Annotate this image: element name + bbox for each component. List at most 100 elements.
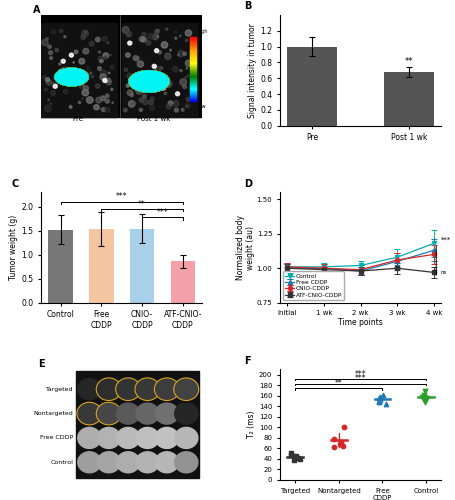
Bar bbox=[190, 67, 196, 68]
Ellipse shape bbox=[124, 68, 127, 71]
Ellipse shape bbox=[116, 378, 140, 400]
Text: ***: *** bbox=[116, 192, 127, 202]
Ellipse shape bbox=[55, 68, 88, 86]
Text: ns: ns bbox=[440, 270, 447, 275]
Point bbox=[293, 452, 300, 460]
Ellipse shape bbox=[180, 70, 182, 71]
Bar bbox=[190, 86, 196, 88]
Ellipse shape bbox=[55, 68, 88, 86]
Text: Low: Low bbox=[197, 104, 207, 108]
Ellipse shape bbox=[187, 75, 189, 76]
Ellipse shape bbox=[97, 403, 121, 424]
Ellipse shape bbox=[183, 85, 187, 88]
Ellipse shape bbox=[129, 71, 169, 92]
Ellipse shape bbox=[136, 88, 142, 94]
Ellipse shape bbox=[106, 94, 109, 98]
Ellipse shape bbox=[155, 68, 157, 70]
Ellipse shape bbox=[176, 92, 180, 96]
Bar bbox=[190, 62, 196, 63]
Bar bbox=[190, 37, 196, 38]
Ellipse shape bbox=[165, 53, 171, 60]
Ellipse shape bbox=[159, 81, 161, 82]
Ellipse shape bbox=[128, 100, 135, 107]
Ellipse shape bbox=[111, 88, 113, 90]
Ellipse shape bbox=[105, 72, 108, 76]
Ellipse shape bbox=[51, 90, 56, 96]
Ellipse shape bbox=[149, 72, 152, 74]
Ellipse shape bbox=[56, 68, 88, 86]
Ellipse shape bbox=[139, 108, 142, 112]
Text: ***: *** bbox=[440, 236, 451, 242]
Ellipse shape bbox=[136, 452, 159, 473]
Ellipse shape bbox=[49, 50, 53, 54]
Ellipse shape bbox=[60, 30, 63, 32]
Ellipse shape bbox=[96, 38, 100, 42]
Ellipse shape bbox=[63, 90, 68, 94]
Text: A: A bbox=[33, 5, 40, 15]
Ellipse shape bbox=[181, 108, 184, 111]
Ellipse shape bbox=[127, 73, 132, 78]
Ellipse shape bbox=[129, 71, 169, 92]
Ellipse shape bbox=[105, 99, 109, 103]
Bar bbox=[190, 51, 196, 52]
Ellipse shape bbox=[55, 68, 88, 86]
Ellipse shape bbox=[136, 428, 159, 448]
Bar bbox=[190, 46, 196, 47]
Point bbox=[330, 435, 338, 443]
Ellipse shape bbox=[67, 79, 73, 85]
Ellipse shape bbox=[178, 50, 184, 57]
Ellipse shape bbox=[83, 48, 89, 54]
Point bbox=[420, 390, 428, 398]
Ellipse shape bbox=[157, 36, 159, 37]
Point bbox=[336, 440, 344, 448]
Text: Control: Control bbox=[51, 460, 73, 465]
Ellipse shape bbox=[59, 73, 62, 76]
Ellipse shape bbox=[155, 403, 178, 424]
Ellipse shape bbox=[149, 100, 153, 105]
Ellipse shape bbox=[156, 30, 159, 32]
Ellipse shape bbox=[100, 70, 106, 75]
Ellipse shape bbox=[106, 80, 111, 85]
Ellipse shape bbox=[52, 82, 55, 85]
Bar bbox=[190, 42, 196, 43]
Ellipse shape bbox=[128, 42, 129, 43]
Point bbox=[330, 443, 338, 451]
Bar bbox=[190, 69, 196, 70]
Ellipse shape bbox=[186, 39, 188, 42]
Bar bbox=[190, 58, 196, 59]
Ellipse shape bbox=[55, 68, 88, 86]
Ellipse shape bbox=[137, 61, 144, 67]
Ellipse shape bbox=[124, 108, 127, 112]
Bar bbox=[190, 47, 196, 48]
Ellipse shape bbox=[155, 378, 178, 400]
Ellipse shape bbox=[106, 78, 111, 82]
Ellipse shape bbox=[126, 31, 132, 37]
Ellipse shape bbox=[154, 30, 159, 34]
Ellipse shape bbox=[98, 66, 101, 70]
Ellipse shape bbox=[110, 65, 114, 69]
Ellipse shape bbox=[150, 90, 153, 93]
Ellipse shape bbox=[166, 28, 168, 30]
Text: B: B bbox=[244, 2, 252, 12]
Bar bbox=[190, 40, 196, 42]
Ellipse shape bbox=[61, 60, 65, 63]
Ellipse shape bbox=[175, 403, 198, 424]
Ellipse shape bbox=[61, 68, 66, 73]
Ellipse shape bbox=[129, 71, 169, 92]
Ellipse shape bbox=[129, 70, 169, 92]
Ellipse shape bbox=[170, 49, 172, 51]
Ellipse shape bbox=[129, 70, 170, 92]
Ellipse shape bbox=[103, 78, 107, 82]
Bar bbox=[190, 54, 196, 56]
Point bbox=[340, 424, 347, 432]
Ellipse shape bbox=[103, 53, 109, 59]
Ellipse shape bbox=[126, 84, 129, 87]
Ellipse shape bbox=[142, 80, 143, 82]
Bar bbox=[190, 74, 196, 76]
Ellipse shape bbox=[79, 71, 85, 77]
Point bbox=[422, 398, 429, 406]
Ellipse shape bbox=[168, 101, 173, 105]
Ellipse shape bbox=[156, 88, 160, 91]
Bar bbox=[89, 229, 113, 303]
Ellipse shape bbox=[96, 98, 101, 103]
